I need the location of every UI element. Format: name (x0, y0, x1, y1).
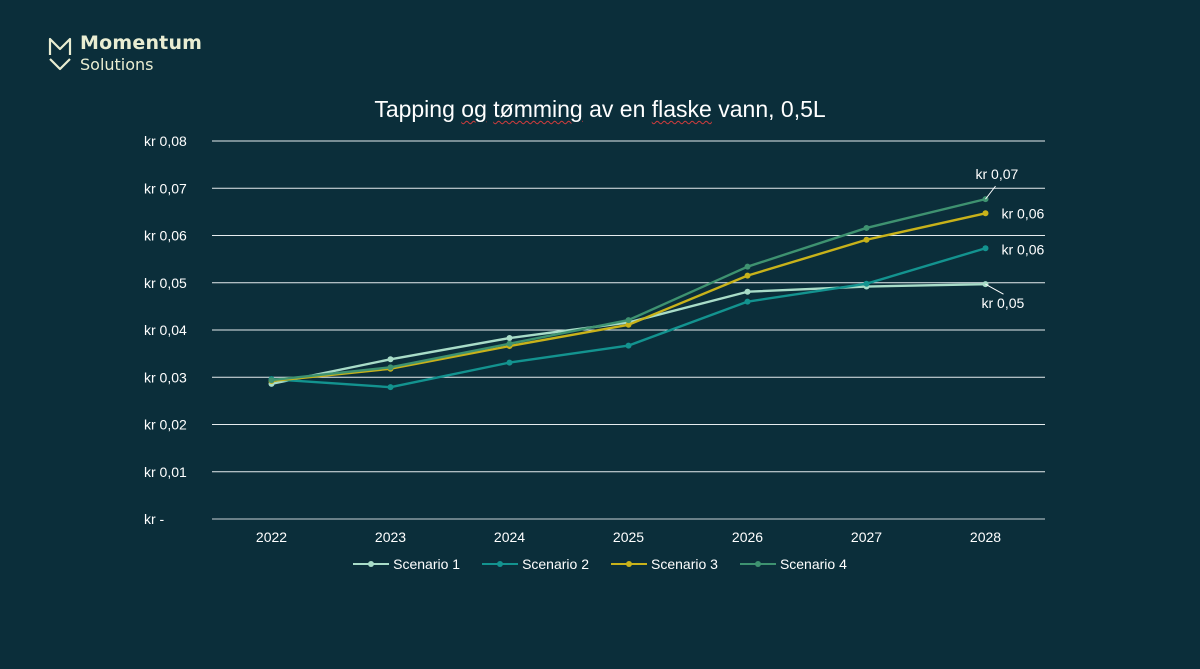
y-tick-label: kr 0,05 (144, 275, 187, 291)
data-point-scenario-1 (387, 356, 394, 363)
y-tick-label: kr 0,01 (144, 464, 187, 480)
data-point-scenario-4 (625, 317, 632, 324)
data-point-scenario-3 (982, 210, 989, 217)
data-point-scenario-1 (506, 335, 513, 342)
data-point-scenario-3 (744, 272, 751, 279)
data-point-scenario-4 (863, 224, 870, 231)
data-label-leader (985, 283, 1004, 295)
brand-subname: Solutions (80, 55, 154, 74)
data-point-scenario-3 (625, 321, 632, 328)
legend-label: Scenario 4 (779, 556, 847, 572)
legend-item-scenario-2: Scenario 2 (482, 556, 589, 572)
y-tick-label: kr 0,03 (144, 369, 187, 385)
data-point-scenario-4 (744, 263, 751, 270)
data-point-scenario-2 (982, 245, 989, 252)
data-point-scenario-4 (268, 377, 275, 384)
data-point-scenario-2 (863, 280, 870, 287)
y-tick-label: kr 0,08 (144, 133, 187, 149)
momentum-logo-icon (48, 37, 72, 71)
y-tick-label: kr 0,02 (144, 417, 187, 433)
data-point-scenario-2 (387, 384, 394, 391)
data-label-scenario-3: kr 0,06 (1002, 205, 1045, 221)
data-point-scenario-4 (387, 364, 394, 371)
data-label-scenario-2: kr 0,06 (1002, 241, 1045, 257)
x-tick-label: 2025 (613, 529, 644, 545)
legend-item-scenario-1: Scenario 1 (353, 556, 460, 572)
data-point-scenario-2 (625, 342, 632, 349)
y-tick-label: kr 0,04 (144, 322, 187, 338)
data-label-scenario-4: kr 0,07 (976, 166, 1019, 182)
x-tick-label: 2024 (494, 529, 525, 545)
series-line-scenario-4 (271, 197, 986, 382)
brand-logo: Momentum Solutions (48, 34, 202, 75)
title-part: og (461, 96, 487, 122)
legend-swatch (739, 561, 776, 567)
title-part: Tapping (374, 96, 462, 122)
data-label-leader (985, 185, 996, 200)
data-point-scenario-3 (863, 236, 870, 243)
legend-item-scenario-4: Scenario 4 (739, 556, 847, 572)
data-point-scenario-1 (744, 288, 751, 295)
legend-swatch (611, 561, 647, 567)
legend-label: Scenario 3 (651, 556, 718, 572)
y-tick-label: kr 0,06 (144, 228, 187, 244)
y-tick-label: kr 0,07 (144, 180, 187, 196)
x-tick-label: 2028 (970, 529, 1001, 545)
series-line-scenario-3 (271, 212, 986, 383)
x-tick-label: 2027 (851, 529, 882, 545)
data-point-scenario-2 (744, 298, 751, 305)
y-tick-label: kr - (144, 511, 165, 527)
data-label-scenario-1: kr 0,05 (982, 295, 1025, 311)
x-tick-label: 2022 (256, 529, 287, 545)
legend-label: Scenario 2 (522, 556, 589, 572)
data-point-scenario-2 (506, 359, 513, 366)
legend-swatch (482, 561, 519, 567)
title-part: vann, 0,5L (711, 96, 826, 122)
x-tick-label: 2026 (732, 529, 763, 545)
legend-item-scenario-3: Scenario 3 (611, 556, 718, 572)
title-part: flaske (651, 96, 712, 122)
chart-title: Tapping og tømming av en flaske vann, 0,… (0, 96, 1200, 123)
title-part: av en (582, 96, 652, 122)
data-point-scenario-4 (506, 340, 513, 347)
title-part: tømming (493, 96, 583, 122)
legend-swatch (353, 561, 390, 567)
x-tick-label: 2023 (375, 529, 406, 545)
brand-name: Momentum (80, 32, 203, 54)
legend-label: Scenario 1 (393, 556, 461, 572)
chart-legend: Scenario 1 Scenario 2 Scenario 3 Scenari… (0, 556, 1200, 572)
